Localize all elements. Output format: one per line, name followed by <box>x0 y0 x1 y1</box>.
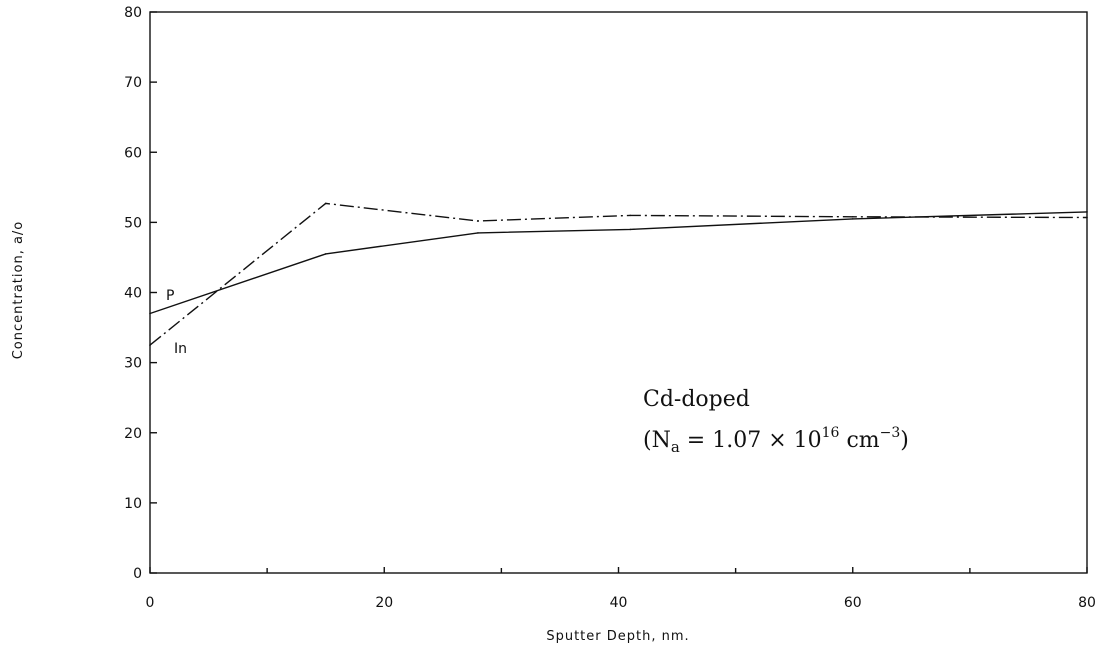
data-point-p <box>851 218 854 220</box>
y-tick-label: 50 <box>124 215 142 231</box>
data-point-p <box>324 253 327 255</box>
data-point-p <box>1086 211 1088 213</box>
data-point-in <box>629 214 632 217</box>
data-point-in <box>851 215 854 218</box>
annotation-mid: = 1.07 × 10 <box>680 428 822 453</box>
x-tick-label: 40 <box>610 595 628 611</box>
data-point-p <box>629 228 632 231</box>
data-point-in <box>149 344 151 346</box>
y-tick-label: 60 <box>124 145 142 161</box>
series-label-p: P <box>166 288 174 304</box>
y-tick-label: 70 <box>124 75 142 91</box>
data-point-p <box>149 312 151 315</box>
y-tick-label: 10 <box>124 496 142 512</box>
data-point-in <box>324 202 327 205</box>
x-axis-title: Sputter Depth, nm. <box>546 629 689 644</box>
series-line-in <box>149 202 1088 346</box>
y-axis-title: Concentration, a/o <box>11 221 26 360</box>
annotation-prefix: (N <box>643 428 671 453</box>
y-tick-label: 80 <box>124 5 142 21</box>
series-lines <box>149 202 1088 346</box>
series-label-in: In <box>174 341 187 357</box>
annotation-superscript-unit: −3 <box>880 425 901 441</box>
series-line-p <box>149 211 1088 315</box>
annotation-line-1: Cd-doped <box>643 387 750 412</box>
y-tick-label: 30 <box>124 356 142 372</box>
plot-frame <box>149 11 1088 574</box>
y-tick-label: 0 <box>133 566 142 582</box>
x-tick-label: 80 <box>1078 595 1096 611</box>
data-point-p <box>477 232 479 234</box>
data-point-in <box>1086 216 1088 219</box>
annotation-superscript-exponent: 16 <box>822 425 840 441</box>
y-tick-label: 40 <box>124 286 142 302</box>
data-point-in <box>477 220 479 222</box>
x-tick-label: 0 <box>146 595 155 611</box>
x-tick-label: 20 <box>375 595 393 611</box>
annotation-subscript: a <box>671 438 680 456</box>
annotation-unit: cm <box>839 428 879 453</box>
x-tick-label: 60 <box>844 595 862 611</box>
annotation-suffix: ) <box>900 428 909 453</box>
annotation-line-2: (Na = 1.07 × 1016 cm−3) <box>643 425 909 456</box>
y-tick-label: 20 <box>124 426 142 442</box>
axis-tick-labels: 0 20 40 60 80 0 10 20 30 40 50 60 70 80 <box>124 5 1096 611</box>
axis-ticks <box>149 11 1088 574</box>
